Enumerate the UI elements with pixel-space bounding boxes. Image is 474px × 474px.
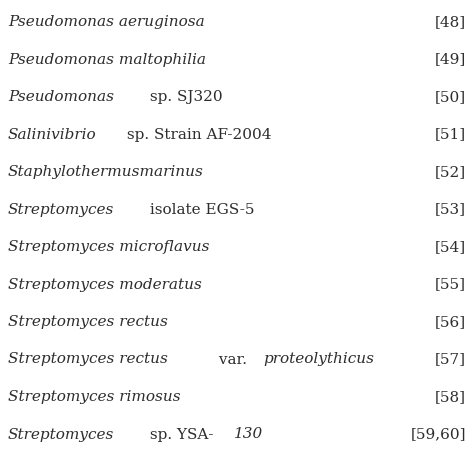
Text: [55]: [55] xyxy=(435,277,466,292)
Text: Streptomyces: Streptomyces xyxy=(8,428,114,441)
Text: [53]: [53] xyxy=(435,202,466,217)
Text: [48]: [48] xyxy=(435,15,466,29)
Text: [57]: [57] xyxy=(435,353,466,366)
Text: var.: var. xyxy=(214,353,252,366)
Text: Streptomyces moderatus: Streptomyces moderatus xyxy=(8,277,202,292)
Text: Pseudomonas: Pseudomonas xyxy=(8,90,114,104)
Text: sp. YSA-: sp. YSA- xyxy=(145,428,214,441)
Text: [56]: [56] xyxy=(435,315,466,329)
Text: Staphylothermusmarinus: Staphylothermusmarinus xyxy=(8,165,204,179)
Text: Pseudomonas aeruginosa: Pseudomonas aeruginosa xyxy=(8,15,205,29)
Text: [59,60]: [59,60] xyxy=(410,428,466,441)
Text: Streptomyces rectus: Streptomyces rectus xyxy=(8,315,168,329)
Text: [58]: [58] xyxy=(435,390,466,404)
Text: Streptomyces rimosus: Streptomyces rimosus xyxy=(8,390,181,404)
Text: Pseudomonas maltophilia: Pseudomonas maltophilia xyxy=(8,53,206,66)
Text: [54]: [54] xyxy=(435,240,466,254)
Text: Streptomyces microflavus: Streptomyces microflavus xyxy=(8,240,210,254)
Text: isolate EGS-5: isolate EGS-5 xyxy=(145,202,255,217)
Text: proteolythicus: proteolythicus xyxy=(263,353,374,366)
Text: Streptomyces: Streptomyces xyxy=(8,202,114,217)
Text: Streptomyces rectus: Streptomyces rectus xyxy=(8,353,168,366)
Text: sp. Strain AF-2004: sp. Strain AF-2004 xyxy=(122,128,272,142)
Text: sp. SJ320: sp. SJ320 xyxy=(145,90,222,104)
Text: [51]: [51] xyxy=(435,128,466,142)
Text: Salinivibrio: Salinivibrio xyxy=(8,128,97,142)
Text: [52]: [52] xyxy=(435,165,466,179)
Text: 130: 130 xyxy=(234,428,263,441)
Text: [49]: [49] xyxy=(435,53,466,66)
Text: [50]: [50] xyxy=(435,90,466,104)
